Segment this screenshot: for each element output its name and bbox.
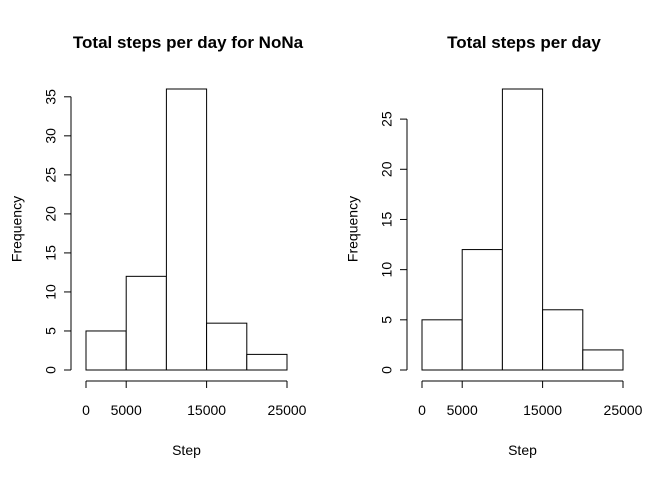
y-tick-label: 20 (43, 206, 59, 222)
histogram-bar (246, 353, 288, 371)
x-tick-label: 0 (418, 402, 426, 418)
y-tick-label: 10 (43, 284, 59, 300)
histogram-bar (421, 319, 463, 371)
chart-title: Total steps per day for NoNa (73, 33, 304, 52)
y-tick-label: 25 (379, 111, 395, 127)
histogram-bar (461, 249, 503, 371)
x-tick-label: 0 (82, 402, 90, 418)
histogram-bar (165, 88, 208, 371)
histogram-bar (501, 88, 544, 371)
x-tick-label: 25000 (268, 402, 307, 418)
x-tick-label: 15000 (187, 402, 226, 418)
x-tick-label: 5000 (111, 402, 142, 418)
histogram-panel-nona: Total steps per day for NoNa 0 5 10 15 20 25 30… (9, 33, 307, 458)
histogram-bar (125, 275, 167, 371)
y-tick-label: 10 (379, 262, 395, 278)
y-tick-label: 15 (43, 245, 59, 261)
histogram-bar (542, 309, 584, 371)
y-tick-label: 0 (379, 366, 395, 374)
x-tick-label: 15000 (523, 402, 562, 418)
y-tick-label: 35 (43, 89, 59, 105)
y-tick-label: 0 (43, 366, 59, 374)
y-axis-label: Frequency (9, 196, 25, 262)
y-axis-label: Frequency (345, 196, 361, 262)
x-tick-label: 25000 (604, 402, 643, 418)
x-axis-label: Step (508, 442, 537, 458)
histogram-bar (582, 349, 624, 371)
histogram-bar (206, 322, 248, 371)
y-tick-label: 15 (379, 211, 395, 227)
y-tick-label: 30 (43, 128, 59, 144)
y-tick-label: 20 (379, 161, 395, 177)
x-axis-label: Step (172, 442, 201, 458)
histogram-bar (85, 330, 127, 371)
histogram-panel-all: Total steps per day 0 5 10 15 20 25 0 5000 15000 2… (345, 33, 643, 458)
y-tick-label: 5 (379, 316, 395, 324)
y-tick-label: 25 (43, 167, 59, 183)
x-tick-label: 5000 (447, 402, 478, 418)
y-tick-label: 5 (43, 327, 59, 335)
chart-title: Total steps per day (447, 33, 601, 52)
